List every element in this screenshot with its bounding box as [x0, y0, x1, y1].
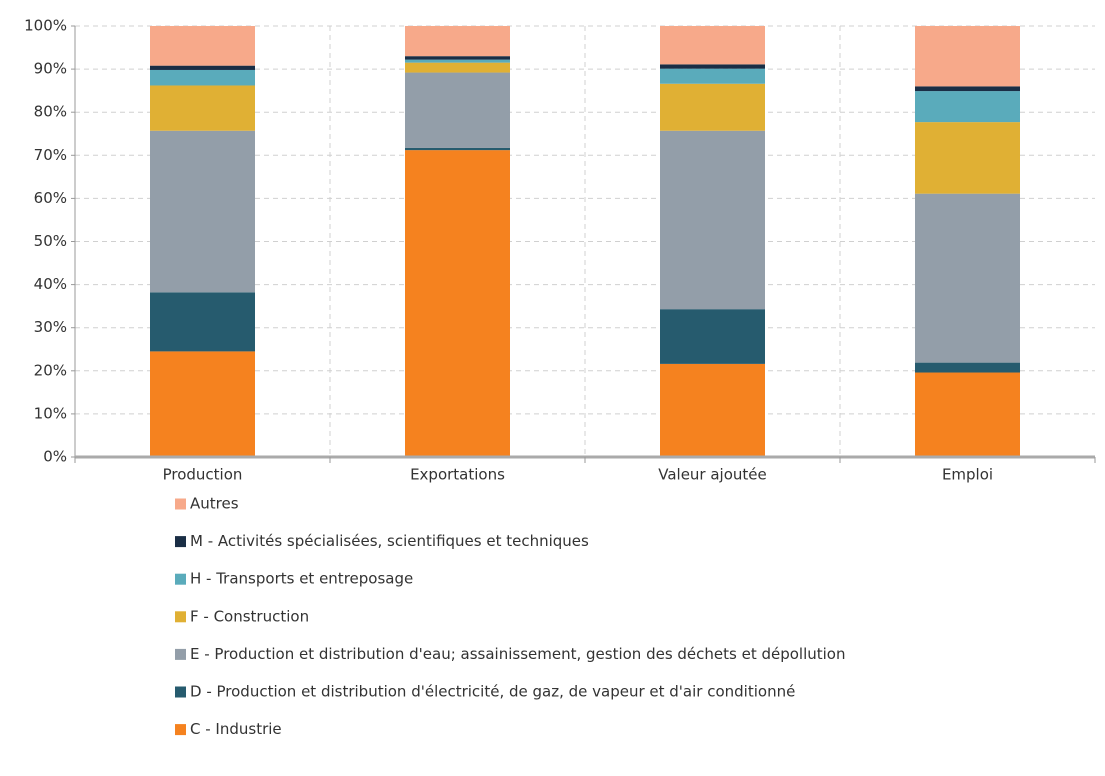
- bar-segment: [150, 130, 255, 293]
- legend-label: E - Production et distribution d'eau; as…: [190, 645, 846, 663]
- legend-label: H - Transports et entreposage: [190, 570, 413, 588]
- y-tick-label: 60%: [34, 189, 67, 207]
- bar-segment: [150, 85, 255, 131]
- x-tick-label: Valeur ajoutée: [658, 466, 767, 484]
- bar-segment: [405, 56, 510, 60]
- y-tick-label: 50%: [34, 232, 67, 250]
- y-tick-label: 10%: [34, 404, 67, 422]
- y-tick-label: 30%: [34, 318, 67, 336]
- bar-segment: [660, 64, 765, 69]
- bar-segment: [660, 68, 765, 84]
- y-tick-label: 80%: [34, 103, 67, 121]
- bar-segment: [405, 72, 510, 148]
- bar-segment: [915, 86, 1020, 92]
- y-tick-label: 40%: [34, 275, 67, 293]
- bar-segment: [915, 372, 1020, 457]
- bar-segment: [150, 292, 255, 352]
- bar-segment: [405, 59, 510, 63]
- bar-segment: [915, 362, 1020, 373]
- bar-segment: [150, 351, 255, 457]
- y-tick-label: 0%: [43, 448, 67, 466]
- bar-segment: [915, 122, 1020, 194]
- legend-label: F - Construction: [190, 607, 309, 625]
- bar-segment: [405, 62, 510, 73]
- x-tick-label: Production: [163, 466, 243, 484]
- bar-segment: [150, 69, 255, 86]
- legend-label: C - Industrie: [190, 720, 282, 738]
- bar-segment: [660, 26, 765, 65]
- bar-segment: [660, 130, 765, 310]
- y-tick-label: 90%: [34, 60, 67, 78]
- legend-swatch: [175, 686, 186, 698]
- y-tick-label: 20%: [34, 361, 67, 379]
- bar-segment: [660, 83, 765, 131]
- legend-swatch: [175, 498, 186, 510]
- bar-segment: [660, 363, 765, 457]
- bar-segment: [150, 65, 255, 70]
- x-tick-label: Exportations: [410, 466, 505, 484]
- bar-segment: [915, 91, 1020, 123]
- bar-segment: [915, 193, 1020, 363]
- y-tick-label: 70%: [34, 146, 67, 164]
- legend-label: M - Activités spécialisées, scientifique…: [190, 532, 589, 550]
- bar-segment: [915, 26, 1020, 87]
- bar-segment: [405, 150, 510, 458]
- x-tick-label: Emploi: [942, 466, 993, 484]
- legend-swatch: [175, 724, 186, 736]
- legend-swatch: [175, 573, 186, 585]
- legend-label: Autres: [190, 495, 239, 513]
- bar-segment: [405, 147, 510, 151]
- y-tick-label: 100%: [24, 17, 67, 35]
- bar-segment: [150, 26, 255, 66]
- bar-segment: [660, 309, 765, 364]
- bar-segment: [405, 26, 510, 57]
- legend-swatch: [175, 648, 186, 660]
- legend-swatch: [175, 536, 186, 548]
- legend-swatch: [175, 611, 186, 623]
- legend-label: D - Production et distribution d'électri…: [190, 683, 795, 701]
